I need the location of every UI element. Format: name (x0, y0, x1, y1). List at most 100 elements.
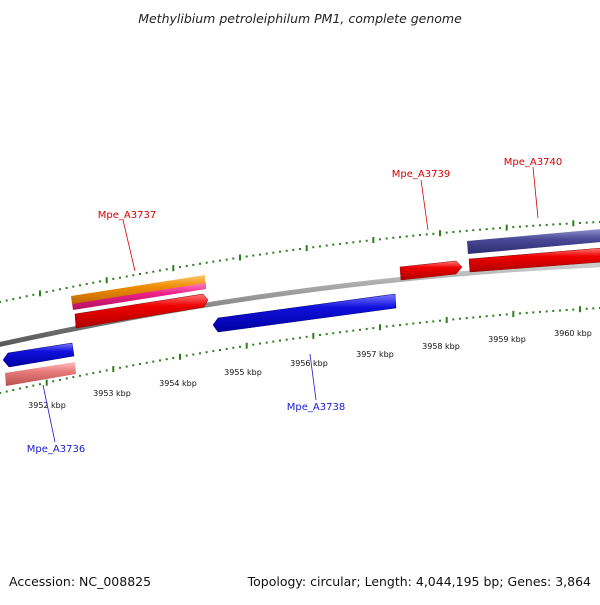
minor-tick (145, 361, 148, 364)
minor-tick (325, 244, 328, 247)
feature-bar-purple[interactable] (467, 229, 600, 254)
minor-tick (545, 310, 548, 313)
inner-tick-track (0, 306, 600, 394)
minor-tick (572, 308, 575, 311)
tick-label: 3959 kbp (488, 335, 526, 344)
gene-arrow-mpe-a3738[interactable] (212, 293, 397, 333)
minor-tick (165, 268, 168, 271)
minor-tick (452, 318, 455, 321)
feature-bar-pink[interactable] (72, 282, 206, 310)
minor-tick (459, 230, 461, 233)
major-tick (572, 220, 575, 227)
minor-tick (165, 358, 168, 361)
reverse-features (2, 293, 397, 386)
gene-arrow-mpe-a3737[interactable] (74, 293, 209, 329)
gene-label-mpe-a3738[interactable]: Mpe_A3738 (287, 402, 345, 413)
map-title: Methylibium petroleiphilum PM1, complete… (138, 11, 462, 26)
tick-label: 3953 kbp (93, 389, 131, 398)
minor-tick (332, 332, 335, 335)
minor-tick (32, 384, 35, 387)
minor-tick (92, 281, 95, 284)
gene-label-mpe-a3739[interactable]: Mpe_A3739 (392, 169, 450, 180)
minor-tick (552, 223, 555, 226)
minor-tick (399, 324, 401, 326)
minor-tick (259, 253, 261, 256)
minor-tick (285, 338, 288, 341)
feature-bar-salmon[interactable] (5, 362, 76, 386)
minor-tick (205, 351, 208, 354)
major-tick (512, 311, 515, 317)
minor-tick (412, 322, 415, 325)
gene-label-mpe-a3737[interactable]: Mpe_A3737 (98, 210, 156, 221)
minor-tick (359, 328, 361, 331)
minor-tick (432, 232, 435, 235)
minor-tick (405, 235, 408, 238)
major-tick (239, 254, 241, 261)
minor-tick (139, 363, 141, 365)
gene-label-mpe-a3740[interactable]: Mpe_A3740 (504, 157, 562, 168)
minor-tick (265, 341, 268, 344)
feature-bar-orange[interactable] (71, 275, 205, 304)
minor-tick (179, 266, 181, 269)
minor-tick (0, 301, 1, 303)
minor-tick (385, 325, 388, 328)
minor-tick (145, 271, 148, 274)
minor-tick (432, 320, 435, 323)
minor-tick (192, 263, 195, 266)
minor-tick (0, 392, 1, 394)
gene-label-mpe-a3736[interactable]: Mpe_A3736 (27, 444, 85, 455)
minor-tick (125, 275, 128, 278)
minor-tick (352, 241, 355, 244)
minor-tick (365, 327, 368, 330)
minor-tick (25, 386, 28, 389)
major-tick (505, 224, 508, 231)
minor-tick (405, 323, 408, 326)
minor-tick (32, 293, 35, 296)
minor-tick (379, 238, 381, 241)
minor-tick (79, 374, 81, 377)
minor-tick (292, 337, 295, 340)
minor-tick (279, 250, 281, 253)
minor-tick (265, 252, 268, 255)
minor-tick (212, 350, 215, 353)
minor-tick (392, 236, 395, 239)
minor-tick (205, 261, 208, 264)
minor-tick (339, 242, 341, 245)
minor-tick (392, 324, 395, 327)
major-tick (105, 277, 108, 284)
minor-tick (252, 254, 255, 257)
tick-label: 3956 kbp (290, 359, 328, 368)
minor-tick (59, 378, 61, 381)
minor-tick (225, 258, 228, 261)
minor-tick (372, 327, 375, 330)
minor-tick (559, 223, 561, 226)
minor-tick (172, 357, 175, 359)
minor-tick (325, 333, 328, 336)
major-tick (45, 379, 48, 386)
minor-tick (525, 311, 528, 314)
gene-labels: Mpe_A3736 Mpe_A3737 Mpe_A3738 Mpe_A3739 … (27, 157, 562, 455)
gene-arrow-mpe-a3736[interactable] (2, 342, 75, 368)
minor-tick (52, 380, 55, 383)
outer-tick-track (0, 220, 600, 303)
minor-tick (425, 233, 428, 236)
minor-tick (532, 224, 535, 227)
minor-tick (152, 270, 155, 273)
minor-tick (245, 255, 248, 258)
minor-tick (452, 231, 455, 233)
minor-tick (132, 274, 135, 277)
minor-tick (152, 360, 155, 363)
minor-tick (539, 224, 541, 227)
minor-tick (79, 284, 81, 287)
minor-tick (592, 307, 595, 310)
major-tick (445, 317, 448, 323)
tick-label: 3957 kbp (356, 350, 394, 359)
minor-tick (499, 314, 501, 317)
gene-arrow-mpe-a3740[interactable] (468, 247, 600, 273)
minor-tick (519, 225, 521, 228)
minor-tick (72, 285, 75, 288)
gene-arrow-mpe-a3739[interactable] (399, 260, 463, 281)
minor-tick (485, 228, 488, 231)
minor-tick (365, 239, 368, 242)
minor-tick (485, 315, 488, 318)
